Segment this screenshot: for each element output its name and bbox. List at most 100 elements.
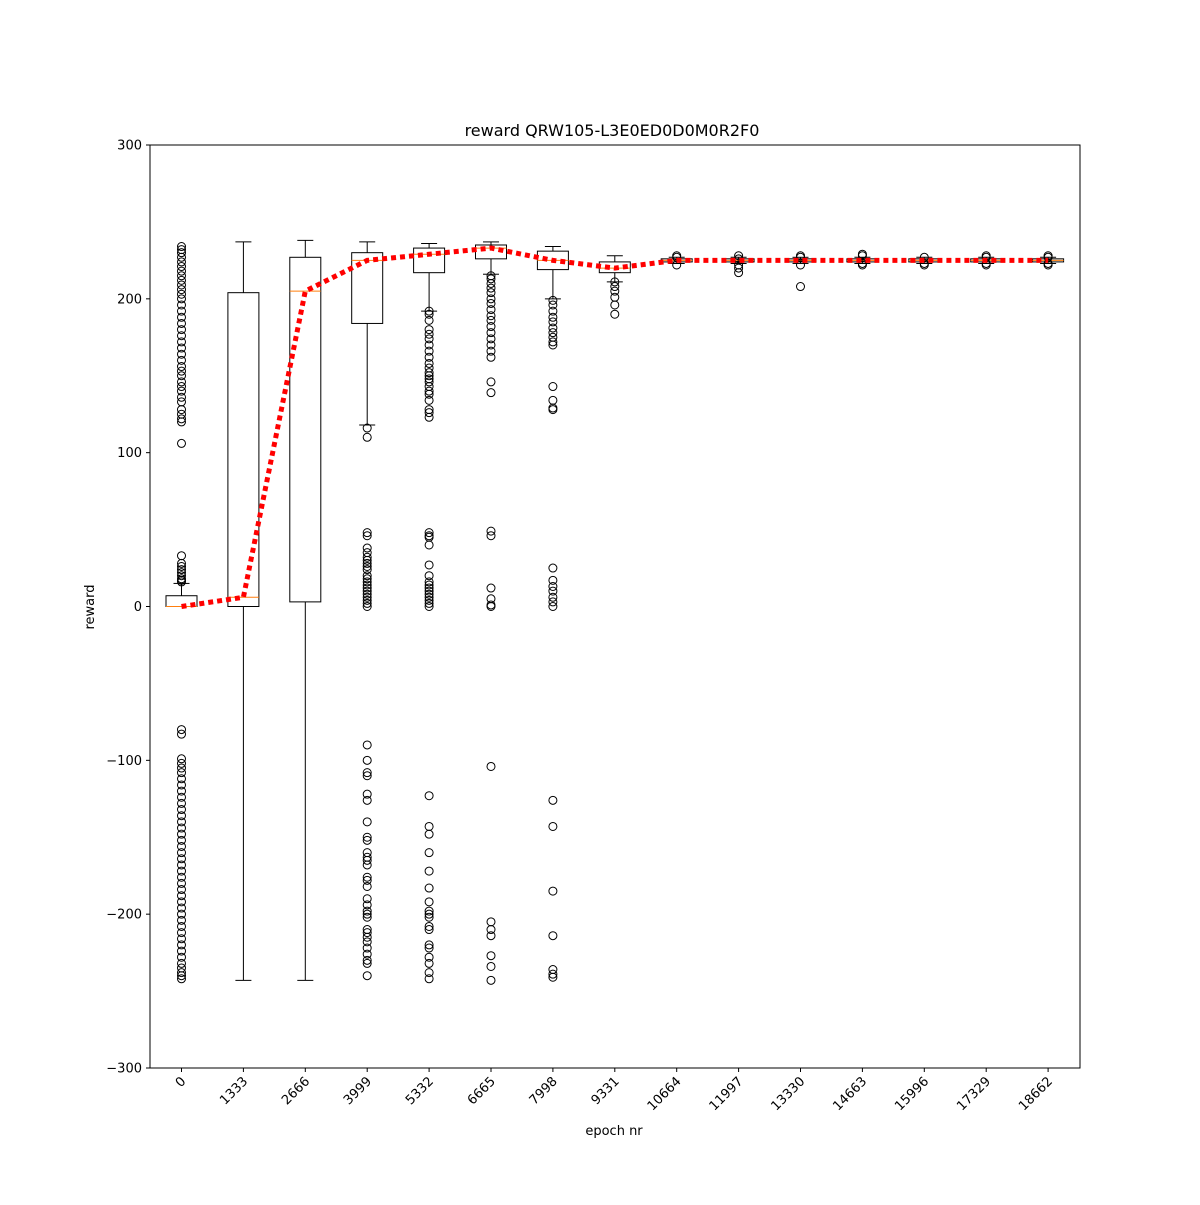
y-tick-label: −300 <box>106 1062 142 1077</box>
flier-point <box>177 562 186 572</box>
flier-point <box>362 875 372 885</box>
flier-point <box>424 368 434 378</box>
flier-point <box>424 377 434 387</box>
mean-line <box>181 245 1049 609</box>
flier-point <box>548 317 558 327</box>
flier-point <box>424 943 434 953</box>
flier-point <box>177 325 186 335</box>
flier-point <box>548 592 558 602</box>
flier-point <box>424 925 434 935</box>
flier-point <box>177 758 186 768</box>
flier-point <box>177 817 186 827</box>
flier-point <box>177 829 186 839</box>
flier-point <box>424 968 434 978</box>
flier-point <box>548 795 558 805</box>
flier-point <box>424 598 434 608</box>
flier-point <box>486 531 496 541</box>
flier-point <box>362 881 372 891</box>
flier-point <box>177 854 186 864</box>
flier-point <box>177 774 186 784</box>
flier-point <box>177 823 186 833</box>
flier-point <box>734 251 744 261</box>
flier-point <box>486 975 496 985</box>
flier-point <box>177 940 186 950</box>
flier-point <box>362 528 372 538</box>
flier-point <box>362 943 372 953</box>
box-iqr <box>227 292 260 607</box>
flier-point <box>362 971 372 981</box>
flier-point <box>177 355 186 365</box>
flier-point <box>177 885 186 895</box>
flier-point <box>177 366 186 376</box>
flier-point <box>177 915 186 925</box>
flier-point <box>424 952 434 962</box>
box-group-2666 <box>289 239 322 981</box>
flier-point <box>424 829 434 839</box>
flier-point <box>362 555 372 565</box>
flier-point <box>177 362 186 372</box>
flier-point <box>362 562 372 572</box>
flier-point <box>177 848 186 858</box>
flier-point <box>424 577 434 587</box>
flier-point <box>177 312 186 322</box>
flier-point <box>177 245 186 255</box>
y-tick-label: −100 <box>106 754 142 769</box>
flier-point <box>362 558 372 568</box>
flier-point <box>362 855 372 865</box>
flier-point <box>424 325 434 335</box>
flier-point <box>177 377 186 387</box>
flier-point <box>424 866 434 876</box>
flier-point <box>548 405 558 415</box>
flier-point <box>548 886 558 896</box>
flier-point <box>424 309 434 319</box>
flier-point <box>486 288 496 298</box>
flier-point <box>424 389 434 399</box>
flier-point <box>177 974 186 984</box>
flier-point <box>424 909 434 919</box>
flier-point <box>362 768 372 778</box>
flier-point <box>362 932 372 942</box>
flier-point <box>424 329 434 339</box>
flier-point <box>424 340 434 350</box>
flier-point <box>177 289 186 299</box>
flier-point <box>177 860 186 870</box>
flier-point <box>362 817 372 827</box>
flier-point <box>424 583 434 593</box>
flier-point <box>610 300 620 310</box>
flier-point <box>486 340 496 350</box>
flier-point <box>362 795 372 805</box>
flier-point <box>548 575 558 585</box>
flier-point <box>362 900 372 910</box>
flier-point <box>177 958 186 968</box>
flier-point <box>362 592 372 602</box>
flier-point <box>424 571 434 581</box>
flier-point <box>424 958 434 968</box>
flier-point <box>734 268 744 278</box>
flier-point <box>177 397 186 407</box>
flier-point <box>424 334 434 344</box>
flier-point <box>362 595 372 605</box>
flier-point <box>362 589 372 599</box>
flier-point <box>424 592 434 602</box>
flier-point <box>548 969 558 979</box>
flier-point <box>548 563 558 573</box>
flier-point <box>362 531 372 541</box>
flier-point <box>548 312 558 322</box>
flier-point <box>548 295 558 305</box>
flier-point <box>177 841 186 851</box>
flier-point <box>177 891 186 901</box>
box-group-6665 <box>475 241 507 985</box>
flier-point <box>177 382 186 392</box>
flier-point <box>177 768 186 778</box>
flier-point <box>177 438 186 448</box>
flier-point <box>424 408 434 418</box>
flier-point <box>177 763 186 773</box>
flier-point <box>424 346 434 356</box>
flier-point <box>177 262 186 272</box>
flier-point <box>177 878 186 888</box>
flier-point <box>362 423 372 433</box>
flier-point <box>177 792 186 802</box>
y-tick-label: 300 <box>117 139 142 154</box>
flier-point <box>424 358 434 368</box>
